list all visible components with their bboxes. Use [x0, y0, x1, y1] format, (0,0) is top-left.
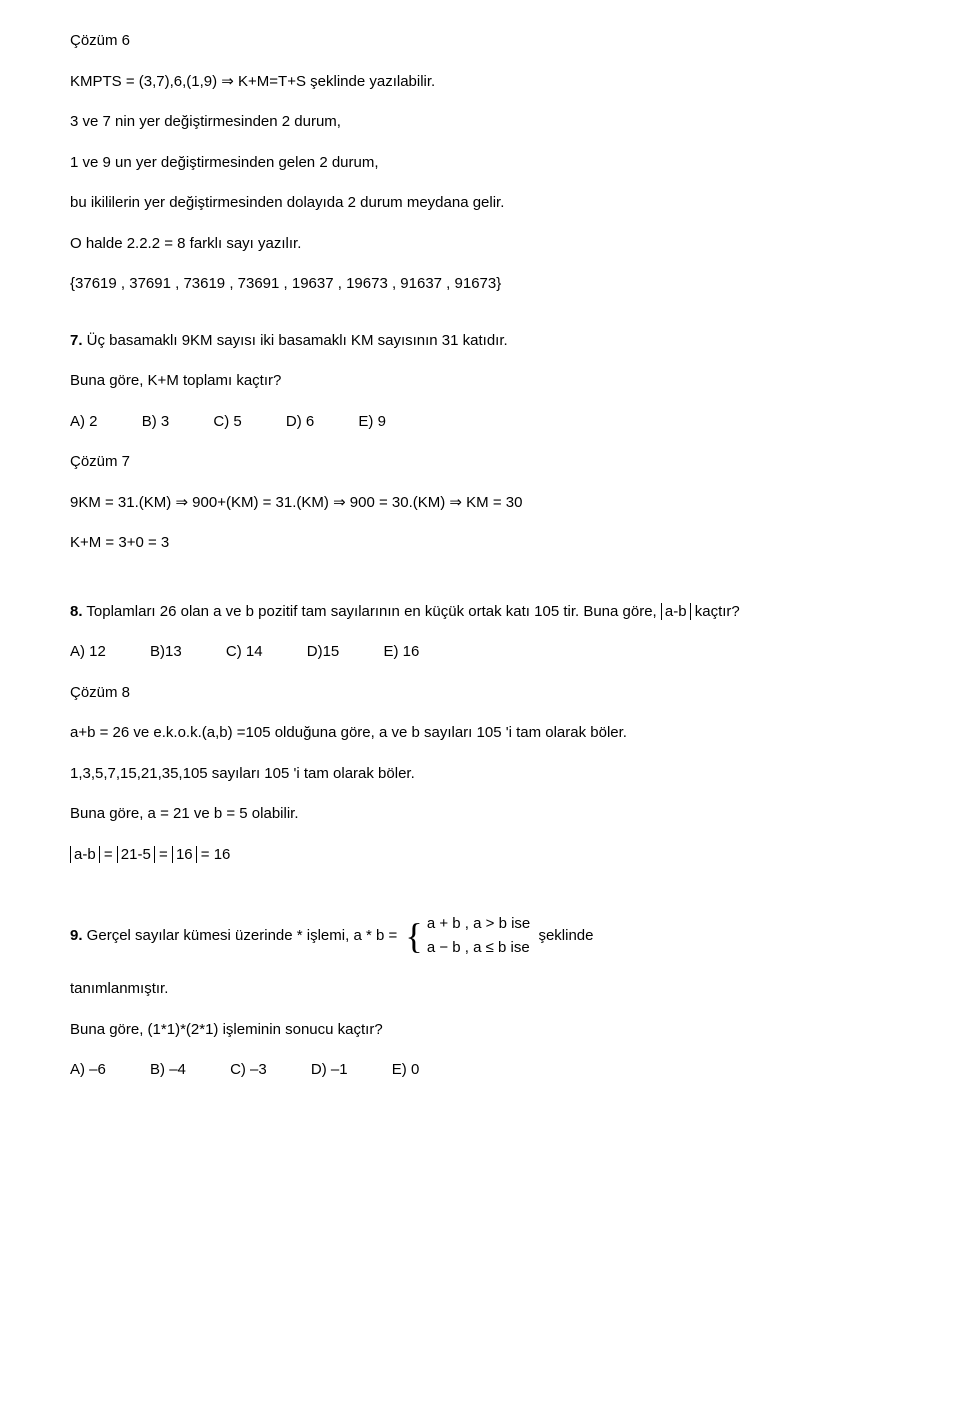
- option-e: E) 9: [358, 411, 386, 434]
- question-9-text-2: şeklinde: [538, 927, 593, 944]
- solution-8-title: Çözüm 8: [70, 682, 900, 705]
- case-1: a + b , a > b ise: [427, 915, 530, 932]
- option-c: C) 14: [226, 641, 263, 664]
- option-d: D) 6: [286, 411, 314, 434]
- option-b: B) 3: [142, 411, 170, 434]
- solution-8-line-2: 1,3,5,7,15,21,35,105 sayıları 105 'i tam…: [70, 763, 900, 786]
- solution-8-line-1: a+b = 26 ve e.k.o.k.(a,b) =105 olduğuna …: [70, 722, 900, 745]
- abs-expr-2: 21-5: [117, 846, 155, 863]
- eq-2: =: [155, 846, 172, 863]
- question-8-text-1: Toplamları 26 olan a ve b pozitif tam sa…: [83, 603, 661, 620]
- option-d: D) –1: [311, 1059, 348, 1082]
- solution-7-line-2: K+M = 3+0 = 3: [70, 532, 900, 555]
- option-e: E) 16: [383, 641, 419, 664]
- question-9-text-3: tanımlanmıştır.: [70, 978, 900, 1001]
- question-8-number: 8.: [70, 603, 83, 620]
- option-c: C) 5: [213, 411, 241, 434]
- piecewise-function: { a + b , a > b ise a − b , a ≤ b ise: [405, 912, 530, 960]
- solution-6-line-2: 3 ve 7 nin yer değiştirmesinden 2 durum,: [70, 111, 900, 134]
- solution-6-line-5: O halde 2.2.2 = 8 farklı sayı yazılır.: [70, 233, 900, 256]
- question-9-options: A) –6 B) –4 C) –3 D) –1 E) 0: [70, 1059, 900, 1082]
- question-7-options: A) 2 B) 3 C) 5 D) 6 E) 9: [70, 411, 900, 434]
- abs-expr-1: a-b: [70, 846, 100, 863]
- option-a: A) –6: [70, 1059, 106, 1082]
- solution-6-line-1: KMPTS = (3,7),6,(1,9) ⇒ K+M=T+S şeklinde…: [70, 71, 900, 94]
- question-7-ask: Buna göre, K+M toplamı kaçtır?: [70, 370, 900, 393]
- option-e: E) 0: [392, 1059, 420, 1082]
- solution-6-line-3: 1 ve 9 un yer değiştirmesinden gelen 2 d…: [70, 152, 900, 175]
- option-a: A) 12: [70, 641, 106, 664]
- option-c: C) –3: [230, 1059, 267, 1082]
- case-2: a − b , a ≤ b ise: [427, 939, 530, 956]
- solution-8-line-4: a-b = 21-5 = 16 = 16: [70, 844, 900, 867]
- abs-expr-3: 16: [172, 846, 197, 863]
- solution-6-line-4: bu ikililerin yer değiştirmesinden dolay…: [70, 192, 900, 215]
- question-9-text-1: Gerçel sayılar kümesi üzerinde * işlemi,: [83, 927, 354, 944]
- option-a: A) 2: [70, 411, 98, 434]
- option-b: B) –4: [150, 1059, 186, 1082]
- question-7-number: 7.: [70, 332, 83, 349]
- question-7-text: Üç basamaklı 9KM sayısı iki basamaklı KM…: [83, 332, 508, 349]
- question-9-ask: Buna göre, (1*1)*(2*1) işleminin sonucu …: [70, 1019, 900, 1042]
- eq-1: =: [100, 846, 117, 863]
- question-9-expr: a * b =: [353, 927, 401, 944]
- option-b: B)13: [150, 641, 182, 664]
- question-9-number: 9.: [70, 927, 83, 944]
- question-8-abs: a-b: [661, 603, 691, 620]
- question-8-text-2: kaçtır?: [691, 603, 740, 620]
- solution-7-line-1: 9KM = 31.(KM) ⇒ 900+(KM) = 31.(KM) ⇒ 900…: [70, 492, 900, 515]
- solution-6-title: Çözüm 6: [70, 30, 900, 53]
- solution-7-title: Çözüm 7: [70, 451, 900, 474]
- solution-8-line-3: Buna göre, a = 21 ve b = 5 olabilir.: [70, 803, 900, 826]
- option-d: D)15: [307, 641, 340, 664]
- eq-3: = 16: [197, 846, 231, 863]
- brace-icon: {: [405, 918, 422, 954]
- question-8-options: A) 12 B)13 C) 14 D)15 E) 16: [70, 641, 900, 664]
- solution-6-line-6: {37619 , 37691 , 73619 , 73691 , 19637 ,…: [70, 273, 900, 296]
